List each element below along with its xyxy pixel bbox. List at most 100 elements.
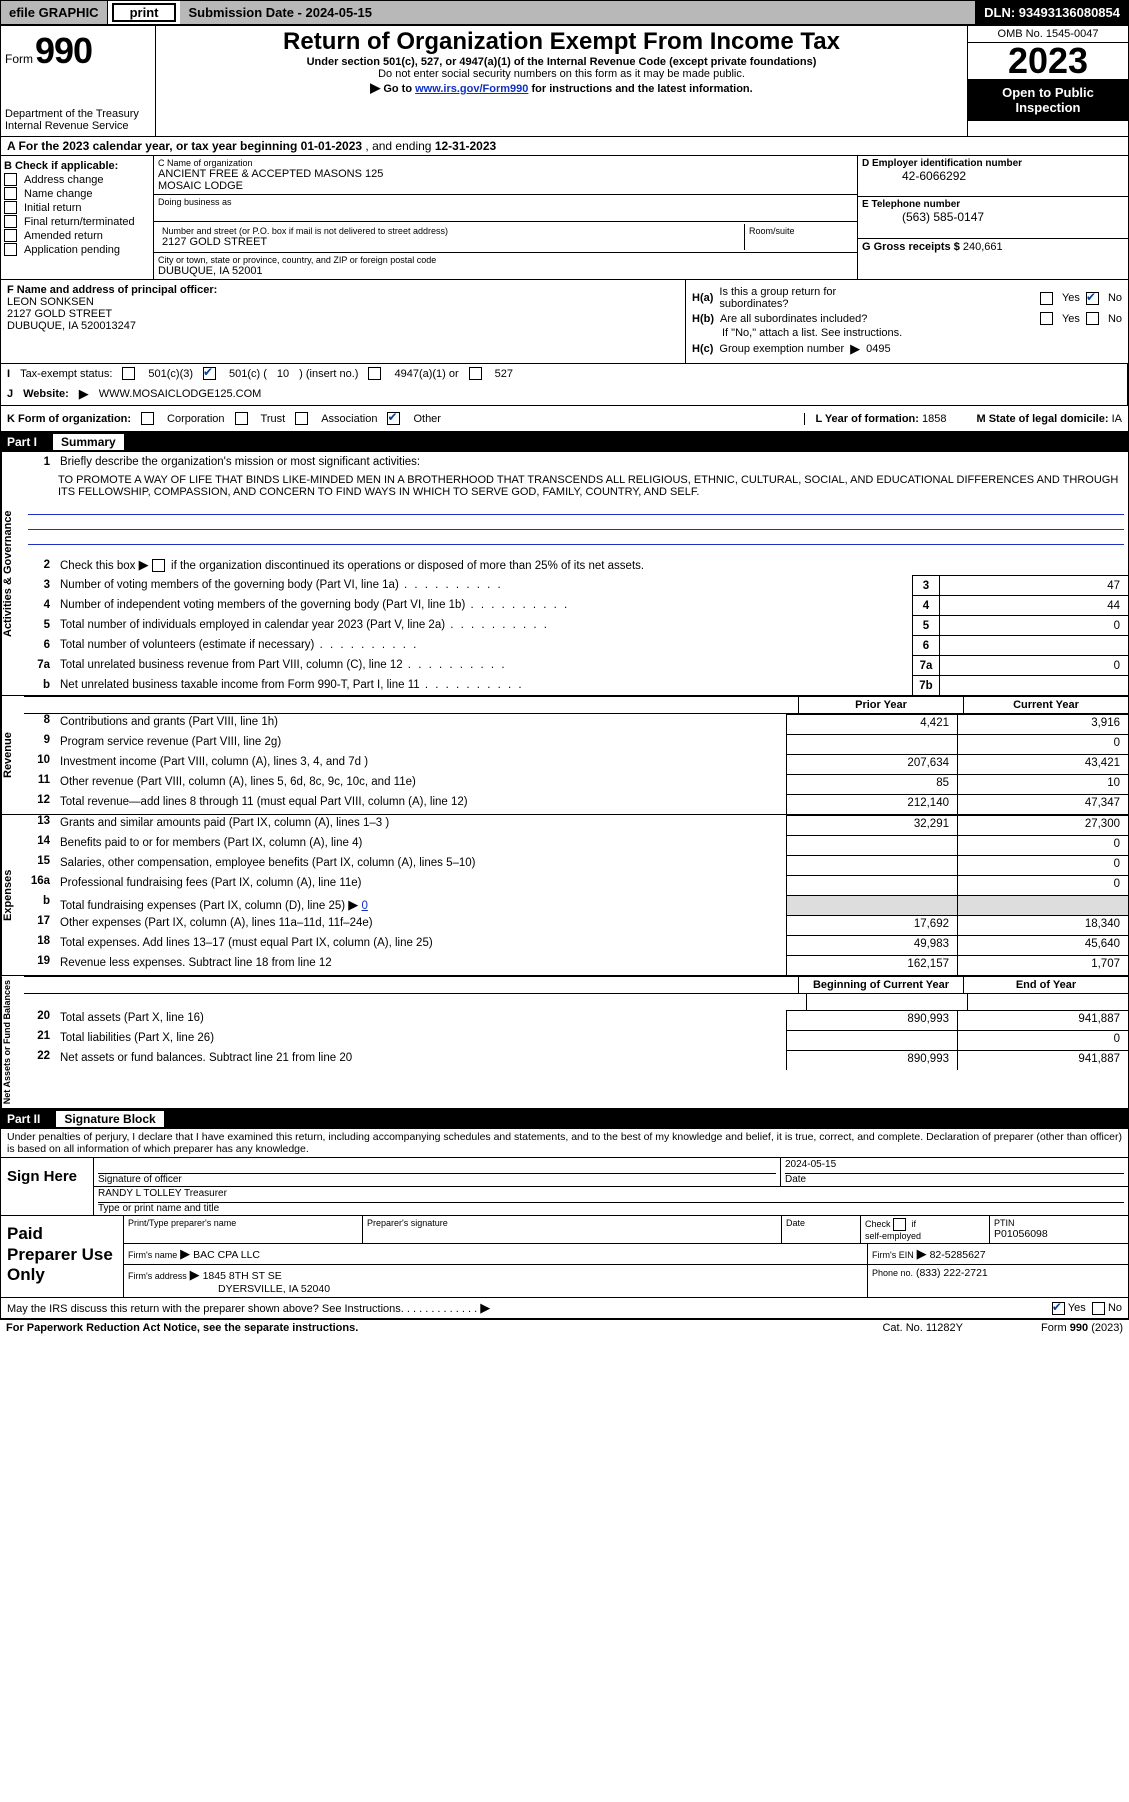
mission-text: TO PROMOTE A WAY OF LIFE THAT BINDS LIKE… <box>24 472 1128 500</box>
gross-receipts-value: 240,661 <box>963 241 1003 253</box>
line-1-label: Briefly describe the organization's miss… <box>56 454 1128 470</box>
firm-addr-label: Firm's address <box>128 1271 187 1281</box>
line-9-prior <box>786 734 957 754</box>
checkbox-name-change[interactable]: Name change <box>4 187 150 200</box>
firm-ein-label: Firm's EIN <box>872 1250 914 1260</box>
firm-ein: 82-5285627 <box>930 1249 986 1261</box>
cb-association[interactable] <box>295 412 308 425</box>
cb-501c3[interactable] <box>122 367 135 380</box>
year-formation-value: 1858 <box>922 413 946 425</box>
firm-name-label: Firm's name <box>128 1250 177 1260</box>
part-2-header: Part II Signature Block <box>1 1109 1128 1129</box>
preparer-block: Paid Preparer Use Only Print/Type prepar… <box>1 1216 1128 1298</box>
line-22-begin: 890,993 <box>786 1050 957 1070</box>
self-employed-check: Check ifself-employed <box>861 1216 990 1243</box>
line-15-prior <box>786 855 957 875</box>
domicile-label: M State of legal domicile: <box>977 413 1109 425</box>
line-20-end: 941,887 <box>957 1010 1128 1030</box>
preparer-name-label: Print/Type preparer's name <box>128 1218 358 1228</box>
line-5-value: 0 <box>940 615 1128 635</box>
part-1-header: Part I Summary <box>1 432 1128 452</box>
col-b-title: B Check if applicable: <box>4 160 150 172</box>
checkbox-initial-return[interactable]: Initial return <box>4 201 150 214</box>
year-formation-label: L Year of formation: <box>815 413 919 425</box>
line-17-label: Other expenses (Part IX, column (A), lin… <box>56 915 786 935</box>
sign-here-label: Sign Here <box>1 1158 94 1215</box>
row-j-website: J Website: ▶ WWW.MOSAICLODGE125.COM <box>1 383 1128 406</box>
cb-line2[interactable] <box>152 559 165 572</box>
line-13-current: 27,300 <box>957 815 1128 835</box>
cb-discuss-yes[interactable] <box>1052 1302 1065 1315</box>
checkbox-amended-return[interactable]: Amended return <box>4 229 150 242</box>
line-4-value: 44 <box>940 595 1128 615</box>
print-button[interactable]: print <box>112 3 177 22</box>
line-8-prior: 4,421 <box>786 714 957 734</box>
501c-number: 10 <box>277 368 289 380</box>
dept-label: Department of the Treasury <box>5 108 151 120</box>
tax-year: 2023 <box>968 43 1128 79</box>
dba-label: Doing business as <box>158 197 853 207</box>
hb-yes-checkbox[interactable] <box>1040 312 1053 325</box>
line-13-label: Grants and similar amounts paid (Part IX… <box>56 815 786 835</box>
checkbox-address-change[interactable]: Address change <box>4 173 150 186</box>
page-footer: For Paperwork Reduction Act Notice, see … <box>0 1320 1129 1336</box>
subtitle-1: Under section 501(c), 527, or 4947(a)(1)… <box>158 56 965 68</box>
cb-corporation[interactable] <box>141 412 154 425</box>
hb-no-checkbox[interactable] <box>1086 312 1099 325</box>
hb-note: If "No," attach a list. See instructions… <box>692 327 1122 339</box>
line-11-prior: 85 <box>786 774 957 794</box>
type-print-label: Type or print name and title <box>98 1203 1124 1214</box>
col-end-year: End of Year <box>963 976 1128 994</box>
line-14-label: Benefits paid to or for members (Part IX… <box>56 835 786 855</box>
section-a: A For the 2023 calendar year, or tax yea… <box>1 137 1128 156</box>
ein-value: 42-6066292 <box>862 169 1124 183</box>
checkbox-final-return[interactable]: Final return/terminated <box>4 215 150 228</box>
cb-4947[interactable] <box>368 367 381 380</box>
tax-year-end: 12-31-2023 <box>435 139 496 153</box>
ha-no-checkbox[interactable] <box>1086 292 1099 305</box>
line-14-current: 0 <box>957 835 1128 855</box>
line-3-label: Number of voting members of the governin… <box>56 577 912 593</box>
officer-name: LEON SONKSEN <box>7 296 679 308</box>
ein-label: D Employer identification number <box>862 158 1124 169</box>
line-12-label: Total revenue—add lines 8 through 11 (mu… <box>56 794 786 814</box>
line-19-current: 1,707 <box>957 955 1128 975</box>
cb-501c[interactable] <box>203 367 216 380</box>
hb-label: Are all subordinates included? <box>720 313 1034 325</box>
sign-block: Sign Here Signature of officer 2024-05-1… <box>1 1158 1128 1216</box>
ha-yes-checkbox[interactable] <box>1040 292 1053 305</box>
cb-trust[interactable] <box>235 412 248 425</box>
underline <box>28 500 1124 515</box>
line-12-prior: 212,140 <box>786 794 957 814</box>
signature-label: Signature of officer <box>98 1174 776 1185</box>
part-1-name: Summary <box>53 434 124 450</box>
cb-discuss-no[interactable] <box>1092 1302 1105 1315</box>
cb-other[interactable] <box>387 412 400 425</box>
part-2-name: Signature Block <box>56 1111 163 1127</box>
cat-number: Cat. No. 11282Y <box>882 1322 963 1334</box>
cb-self-employed[interactable] <box>893 1218 906 1231</box>
tax-year-begin: 01-01-2023 <box>301 139 362 153</box>
line-16b-label: Total fundraising expenses (Part IX, col… <box>56 895 786 915</box>
form-header: Form 990 Department of the Treasury Inte… <box>1 26 1128 137</box>
efile-label: efile GRAPHIC <box>1 1 108 24</box>
line-19-label: Revenue less expenses. Subtract line 18 … <box>56 955 786 975</box>
row-i-tax-status: I Tax-exempt status: 501(c)(3) 501(c) (1… <box>1 364 1128 383</box>
cb-527[interactable] <box>469 367 482 380</box>
website-label: Website: <box>23 388 69 400</box>
arrow-icon: ▶ <box>370 80 380 95</box>
line-18-label: Total expenses. Add lines 13–17 (must eq… <box>56 935 786 955</box>
irs-link[interactable]: www.irs.gov/Form990 <box>415 83 528 95</box>
line-20-label: Total assets (Part X, line 16) <box>56 1010 786 1030</box>
line-16b-value[interactable]: 0 <box>361 900 367 912</box>
hc-value: 0495 <box>866 343 890 355</box>
checkbox-application-pending[interactable]: Application pending <box>4 243 150 256</box>
subtitle-2: Do not enter social security numbers on … <box>158 68 965 80</box>
vtab-revenue: Revenue <box>1 696 24 814</box>
revenue-section: Revenue Prior YearCurrent Year 8Contribu… <box>1 696 1128 815</box>
column-d-e: D Employer identification number 42-6066… <box>858 156 1128 279</box>
line-4-label: Number of independent voting members of … <box>56 597 912 613</box>
underline <box>28 530 1124 545</box>
line-16a-prior <box>786 875 957 895</box>
officer-label: F Name and address of principal officer: <box>7 284 679 296</box>
